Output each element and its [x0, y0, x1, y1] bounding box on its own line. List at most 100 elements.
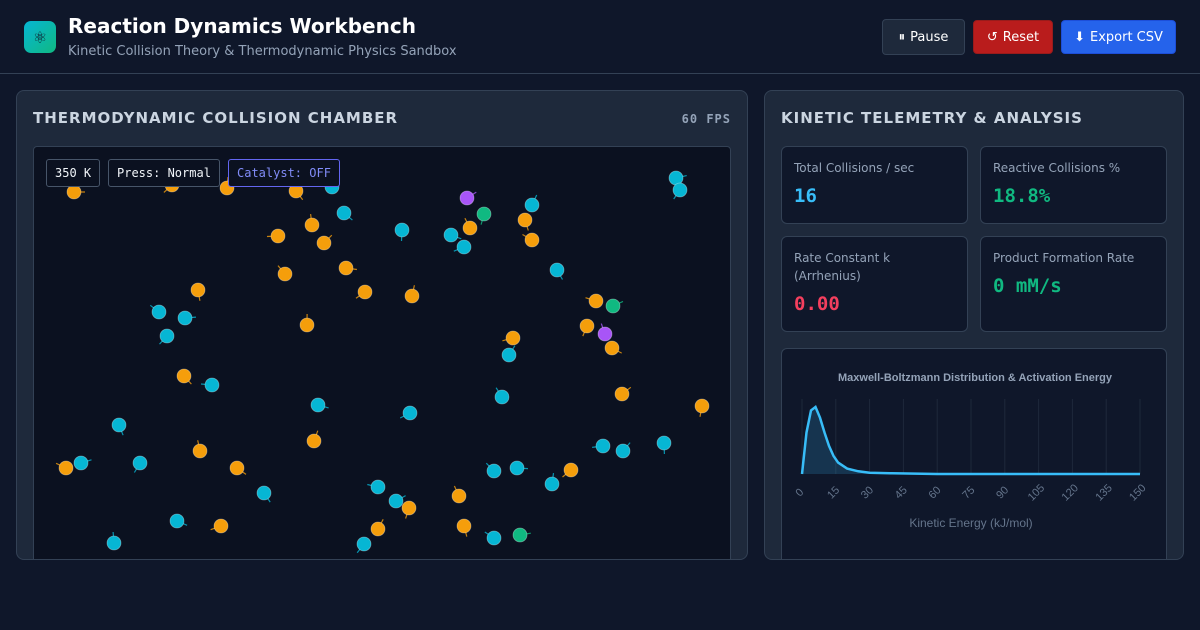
- particle: [66, 184, 85, 200]
- app-title: Reaction Dynamics Workbench: [68, 14, 416, 38]
- particle: [605, 298, 624, 314]
- particle-body: [656, 435, 672, 451]
- particle: [394, 222, 410, 242]
- particle-body: [176, 368, 192, 384]
- particle: [299, 313, 315, 333]
- particle: [159, 328, 175, 345]
- particle: [190, 282, 206, 301]
- particle-body: [316, 235, 332, 251]
- particle-body: [401, 500, 417, 516]
- pause-button[interactable]: ⏸ Pause: [882, 19, 965, 55]
- x-tick-label: 75: [960, 484, 977, 501]
- distribution-line: [800, 405, 1140, 476]
- particle: [614, 386, 632, 402]
- export-csv-button[interactable]: ⬇ Export CSV: [1061, 20, 1176, 54]
- particle-body: [106, 535, 122, 551]
- particle-body: [338, 260, 354, 276]
- reset-button[interactable]: ↺ Reset: [973, 20, 1053, 54]
- distribution-area: [802, 407, 1140, 474]
- particle-body: [549, 262, 565, 278]
- particle-body: [256, 485, 272, 501]
- x-tick-label: 15: [825, 484, 842, 501]
- particle: [177, 310, 197, 326]
- particle-body: [336, 205, 352, 221]
- particle: [356, 536, 372, 554]
- x-tick-label: 150: [1127, 482, 1148, 503]
- particle: [502, 330, 521, 346]
- particle-body: [402, 405, 418, 421]
- x-tick-label: 60: [927, 484, 944, 501]
- particle: [192, 440, 208, 459]
- particle: [672, 182, 688, 200]
- particle-body: [486, 463, 502, 479]
- particle-body: [462, 220, 478, 236]
- particle-body: [370, 479, 386, 495]
- particle-body: [394, 222, 410, 238]
- particle-body: [672, 182, 688, 198]
- particle-body: [604, 340, 620, 356]
- particle-body: [213, 518, 229, 534]
- particle: [509, 460, 529, 476]
- stat-label: Total Collisions / sec: [794, 161, 915, 175]
- particle: [459, 190, 477, 206]
- x-tick-label: 90: [994, 484, 1011, 501]
- x-axis-ticks: 0 15 30 45 60 75 90 105 120 135 150: [793, 482, 1148, 503]
- particle-body: [456, 518, 472, 534]
- particle-body: [190, 282, 206, 298]
- particle: [404, 285, 420, 304]
- particle: [501, 345, 517, 363]
- particle-body: [356, 536, 372, 552]
- particle-body: [694, 398, 710, 414]
- particle: [210, 518, 229, 534]
- particle-body: [501, 347, 517, 363]
- particle-body: [229, 460, 245, 476]
- pressure-badge: Press: Normal: [108, 159, 220, 187]
- particle: [169, 513, 188, 529]
- particle: [316, 234, 333, 251]
- particle-body: [159, 328, 175, 344]
- particle-body: [597, 326, 613, 342]
- particle: [592, 438, 611, 454]
- particle: [512, 527, 531, 543]
- particle: [615, 442, 631, 459]
- particle-body: [524, 232, 540, 248]
- particle: [388, 493, 406, 509]
- particle-body: [66, 184, 82, 200]
- particle: [200, 377, 220, 393]
- stat-card-product-formation: Product Formation Rate 0 mM/s: [980, 236, 1167, 332]
- particle-body: [456, 239, 472, 255]
- particle-body: [132, 455, 148, 471]
- stat-value: 0 mM/s: [993, 275, 1062, 297]
- particle: [176, 368, 192, 385]
- stat-label: Rate Constant k (Arrhenius): [794, 251, 891, 283]
- collision-chamber-panel: THERMODYNAMIC COLLISION CHAMBER 60 FPS 3…: [16, 90, 748, 560]
- chamber-title: THERMODYNAMIC COLLISION CHAMBER: [33, 109, 399, 127]
- particle-body: [595, 438, 611, 454]
- particle: [132, 455, 148, 473]
- particle-body: [58, 460, 74, 476]
- particle: [485, 462, 502, 479]
- particle-field: [55, 170, 710, 554]
- particle-body: [310, 397, 326, 413]
- fps-counter: 60 FPS: [681, 112, 731, 126]
- particle-body: [588, 293, 604, 309]
- particle-body: [357, 284, 373, 300]
- temperature-badge: 350 K: [46, 159, 101, 187]
- particle: [494, 387, 510, 405]
- particle-body: [270, 228, 286, 244]
- stat-card-reactive-collisions: Reactive Collisions % 18.8%: [980, 146, 1167, 224]
- chart-title: Maxwell-Boltzmann Distribution & Activat…: [838, 372, 1113, 384]
- particle: [451, 485, 467, 504]
- particle: [549, 262, 565, 280]
- particle-body: [509, 460, 525, 476]
- collision-chamber-canvas[interactable]: 350 K Press: Normal Catalyst: OFF: [33, 146, 731, 559]
- particle-body: [614, 386, 630, 402]
- particle: [476, 206, 492, 225]
- x-tick-label: 120: [1060, 482, 1081, 503]
- particle-body: [306, 433, 322, 449]
- particle: [106, 531, 122, 551]
- catalyst-badge: Catalyst: OFF: [228, 159, 340, 187]
- particle-body: [299, 317, 315, 333]
- particle: [544, 473, 560, 492]
- particle: [256, 485, 272, 503]
